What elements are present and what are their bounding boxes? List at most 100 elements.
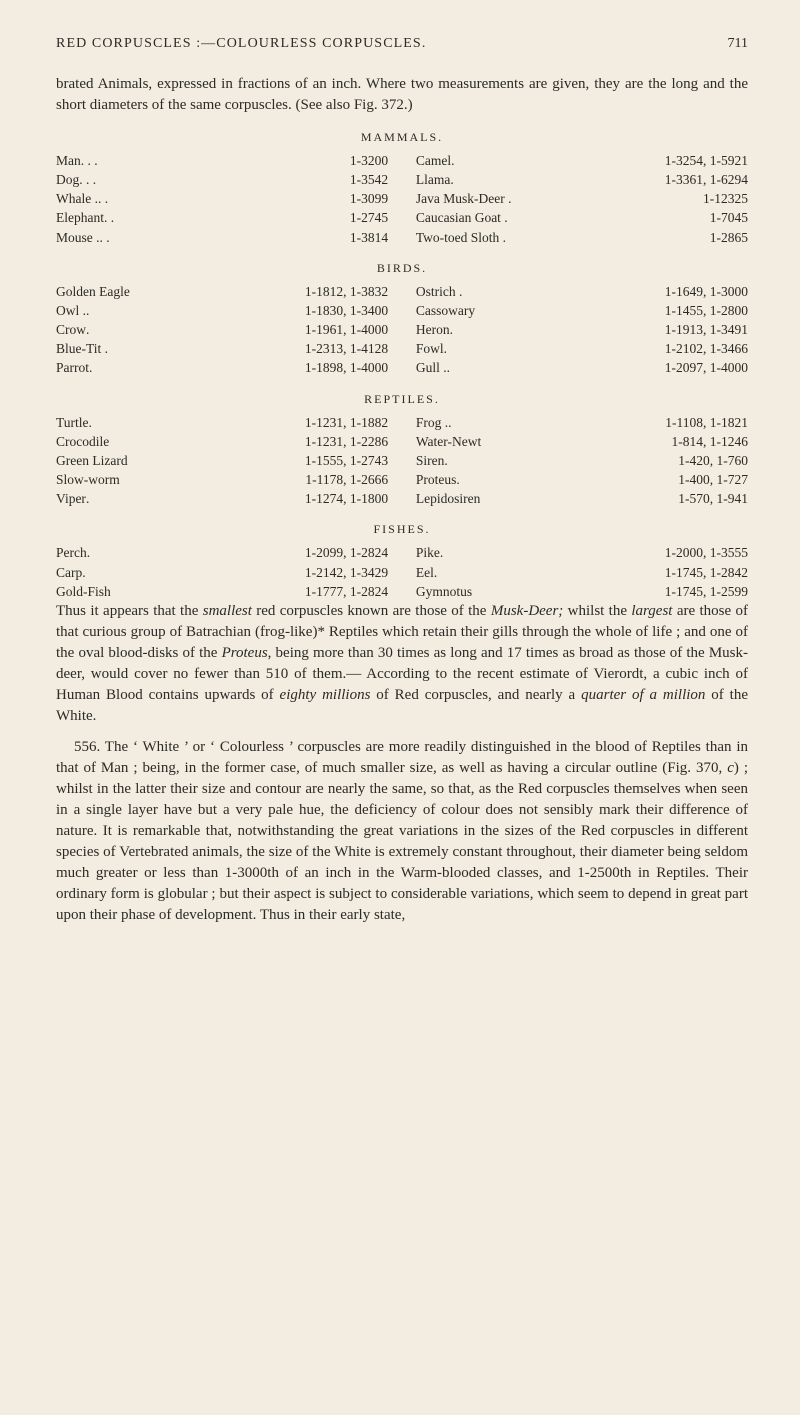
entry-values: 1-1555, 1-2743	[305, 451, 388, 470]
entry-name: Camel	[416, 151, 451, 170]
leader-dots	[475, 301, 665, 320]
entry-name: Llama	[416, 170, 450, 189]
page: RED CORPUSCLES :—COLOURLESS CORPUSCLES. …	[0, 0, 800, 1415]
leader-dots: . .	[100, 228, 350, 247]
entry-name: Proteus	[416, 470, 457, 489]
entry-name: Ostrich .	[416, 282, 463, 301]
table-cell: Frog . .1-1108, 1-1821	[416, 413, 748, 432]
entry-name: Slow-worm	[56, 470, 120, 489]
leader-dots	[109, 432, 305, 451]
entry-name: Frog .	[416, 413, 448, 432]
entry-name: Crocodile	[56, 432, 109, 451]
table-cell: Ostrich .1-1649, 1-3000	[416, 282, 748, 301]
entry-values: 1-814, 1-1246	[672, 432, 749, 451]
entry-values: 1-3099	[350, 189, 388, 208]
entry-values: 1-1274, 1-1800	[305, 489, 388, 508]
entry-name: Java Musk-Deer .	[416, 189, 512, 208]
running-head: RED CORPUSCLES :—COLOURLESS CORPUSCLES. …	[56, 36, 748, 52]
entry-values: 1-1898, 1-4000	[305, 358, 388, 377]
leader-dots	[481, 432, 671, 451]
entry-values: 1-3814	[350, 228, 388, 247]
entry-values: 1-1830, 1-3400	[305, 301, 388, 320]
table-row: Blue-Tit .1-2313, 1-4128Fowl .1-2102, 1-…	[56, 339, 748, 358]
entry-values: 1-3361, 1-6294	[665, 170, 748, 189]
table-cell: Eel .1-1745, 1-2842	[416, 563, 748, 582]
entry-name: Perch	[56, 543, 87, 562]
page-number: 711	[728, 36, 748, 52]
leader-dots	[128, 451, 305, 470]
entry-name: Dog	[56, 170, 79, 189]
table-row: Turtle .1-1231, 1-1882 Frog . .1-1108, 1-…	[56, 413, 748, 432]
leader-dots	[462, 282, 664, 301]
entry-name: Siren	[416, 451, 445, 470]
entry-name: Eel	[416, 563, 434, 582]
intro-para: brated Animals, expressed in fractions o…	[56, 74, 748, 116]
leader-dots: .	[86, 320, 305, 339]
entry-name: Fowl	[416, 339, 444, 358]
leader-dots: .	[87, 543, 305, 562]
entry-values: 1-2745	[350, 208, 388, 227]
entry-values: 1-1745, 1-2599	[665, 582, 748, 601]
entry-values: 1-2865	[710, 228, 748, 247]
table-cell: Elephant . .1-2745	[56, 208, 388, 227]
section-heading: REPTILES.	[56, 392, 748, 407]
table-row: Carp .1-2142, 1-3429 Eel .1-1745, 1-2842	[56, 563, 748, 582]
table-cell: Fowl .1-2102, 1-3466	[416, 339, 748, 358]
table-cell: Siren .1-420, 1-760	[416, 451, 748, 470]
table-cell: Proteus .1-400, 1-727	[416, 470, 748, 489]
table-row: Owl . .1-1830, 1-3400Cassowary1-1455, 1-…	[56, 301, 748, 320]
entry-values: 1-2142, 1-3429	[305, 563, 388, 582]
table-cell: Whale . . .1-3099	[56, 189, 388, 208]
table-row: Parrot .1-1898, 1-4000Gull . .1-2097, 1-…	[56, 358, 748, 377]
leader-dots: .	[89, 358, 305, 377]
leader-dots: .	[450, 170, 664, 189]
entry-values: 1-1961, 1-4000	[305, 320, 388, 339]
entry-name: Mouse .	[56, 228, 100, 247]
entry-name: Gymnotus	[416, 582, 472, 601]
leader-dots	[108, 339, 305, 358]
entry-values: 1-2102, 1-3466	[665, 339, 748, 358]
table-cell: Turtle .1-1231, 1-1882	[56, 413, 388, 432]
table: Golden Eagle1-1812, 1-3832Ostrich .1-164…	[56, 282, 748, 378]
table-cell: Caucasian Goat .1-7045	[416, 208, 748, 227]
entry-values: 1-400, 1-727	[678, 470, 748, 489]
entry-name: Cassowary	[416, 301, 475, 320]
table-cell: Water-Newt1-814, 1-1246	[416, 432, 748, 451]
table-cell: Lepidosiren1-570, 1-941	[416, 489, 748, 508]
entry-name: Parrot	[56, 358, 89, 377]
leader-dots	[508, 208, 710, 227]
entry-name: Pike	[416, 543, 440, 562]
table-cell: Parrot .1-1898, 1-4000	[56, 358, 388, 377]
entry-name: Elephant	[56, 208, 104, 227]
table-cell: Owl . .1-1830, 1-3400	[56, 301, 388, 320]
entry-values: 1-1913, 1-3491	[665, 320, 748, 339]
leader-dots: .	[447, 358, 665, 377]
table-cell: Carp .1-2142, 1-3429	[56, 563, 388, 582]
para-3: 556. The ‘ White ’ or ‘ Colourless ’ cor…	[56, 737, 748, 926]
entry-values: 1-1231, 1-2286	[305, 432, 388, 451]
table-cell: Pike .1-2000, 1-3555	[416, 543, 748, 562]
table-cell: Gymnotus 1-1745, 1-2599	[416, 582, 748, 601]
leader-dots: . .	[104, 208, 350, 227]
leader-dots	[480, 489, 678, 508]
entry-name: Owl .	[56, 301, 86, 320]
table-row: Dog . . .1-3542 Llama .1-3361, 1-6294	[56, 170, 748, 189]
table-cell: Dog . . .1-3542	[56, 170, 388, 189]
table-cell: Crocodile 1-1231, 1-2286	[56, 432, 388, 451]
leader-dots: .	[82, 563, 305, 582]
table-cell: Camel .1-3254, 1-5921	[416, 151, 748, 170]
leader-dots: .	[444, 339, 665, 358]
entry-values: 1-3542	[350, 170, 388, 189]
section-heading: BIRDS.	[56, 261, 748, 276]
entry-name: Blue-Tit .	[56, 339, 108, 358]
leader-dots: . .	[98, 189, 350, 208]
table-row: Gold-Fish1-1777, 1-2824Gymnotus1-1745, 1…	[56, 582, 748, 601]
leader-dots	[506, 228, 710, 247]
table-cell: Slow-worm 1-1178, 1-2666	[56, 470, 388, 489]
entry-name: Lepidosiren	[416, 489, 480, 508]
entry-values: 1-1178, 1-2666	[305, 470, 388, 489]
leader-dots	[111, 582, 305, 601]
leader-dots: .	[450, 320, 665, 339]
entry-name: Heron	[416, 320, 450, 339]
leader-dots: .	[448, 413, 665, 432]
